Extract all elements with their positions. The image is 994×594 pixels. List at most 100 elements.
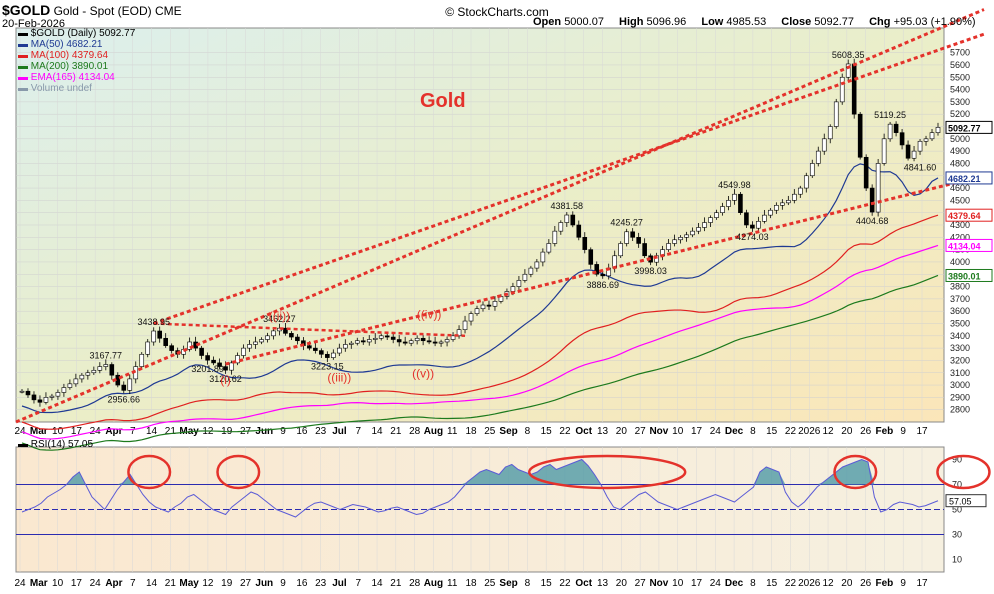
x-tick-label: Nov	[649, 426, 668, 437]
candles	[19, 58, 941, 407]
legend-ma200: ▬ MA(200) 3890.01	[18, 61, 109, 72]
candle-body	[594, 264, 600, 275]
candle-body	[121, 384, 127, 391]
price-tick-label: 3100	[950, 368, 970, 378]
candle-body	[768, 209, 773, 216]
candle-body	[678, 237, 683, 241]
candle-body	[738, 193, 743, 213]
x-tick-label: Oct	[575, 426, 592, 437]
rsi-tick-label: 70	[952, 480, 962, 490]
candle-body	[899, 132, 905, 146]
rsi-x-tick-label: Nov	[649, 578, 668, 589]
price-tick-label: 3800	[950, 282, 970, 292]
price-tick-label: 4800	[950, 158, 970, 168]
candle-body	[372, 337, 378, 340]
candle-body	[732, 193, 737, 201]
rsi-tick-label: 30	[952, 530, 962, 540]
x-tick-label: 21	[390, 426, 402, 437]
candle-body	[582, 237, 588, 250]
x-tick-label: 2026	[798, 426, 821, 437]
price-tick-label: 5200	[950, 109, 970, 119]
candle-body	[827, 126, 833, 140]
candle-body	[690, 230, 695, 236]
price-label: 5119.25	[874, 110, 906, 120]
price-tick-label: 4900	[950, 146, 970, 156]
candle-body	[396, 339, 402, 343]
candle-body	[492, 301, 498, 307]
value-tag-label: 4682.21	[948, 174, 981, 184]
candle-body	[923, 138, 929, 142]
x-tick-label: 20	[616, 426, 628, 437]
candle-body	[786, 200, 791, 204]
candle-body	[223, 366, 228, 371]
price-label: 4841.60	[904, 162, 937, 172]
price-tick-label: 3300	[950, 343, 970, 353]
x-tick-label: Aug	[424, 426, 443, 437]
rsi-x-tick-label: 28	[409, 578, 421, 589]
price-label: 2956.66	[108, 394, 141, 404]
ohlc-readout: Open 5000.07 High 5096.96 Low 4985.53 Cl…	[533, 16, 976, 28]
candle-body	[857, 113, 863, 158]
candle-body	[414, 337, 420, 342]
candle-body	[714, 212, 719, 218]
candle-body	[253, 341, 258, 345]
ma200-line	[21, 274, 939, 451]
x-tick-label: 22	[559, 426, 571, 437]
rsi-tick-label: 10	[952, 555, 962, 565]
rsi-x-tick-label: 21	[390, 578, 402, 589]
candle-body	[929, 132, 935, 140]
candle-body	[426, 340, 432, 343]
candle-body	[792, 193, 797, 201]
price-label: 3886.69	[586, 280, 619, 290]
rsi-x-tick-label: 10	[52, 578, 64, 589]
x-tick-label: 18	[465, 426, 477, 437]
high-value: 5096.96	[646, 16, 687, 28]
candle-body	[19, 390, 25, 393]
rsi-x-tick-label: 21	[165, 578, 177, 589]
price-tick-label: 5400	[950, 85, 970, 95]
chart-date: 20-Feb-2026	[2, 18, 65, 30]
rsi-x-tick-label: 11	[447, 578, 458, 589]
candle-body	[911, 150, 917, 159]
price-tick-label: 4600	[950, 183, 970, 193]
x-tick-label: 8	[750, 426, 756, 437]
legend-price: ▬ $GOLD (Daily) 5092.77	[18, 28, 136, 39]
candle-body	[642, 243, 647, 257]
x-tick-label: 15	[541, 426, 553, 437]
price-label: 3462.27	[263, 314, 296, 324]
rsi-x-tick-label: 8	[525, 578, 531, 589]
candle-body	[384, 335, 390, 338]
wave-label: ((ii))	[269, 309, 290, 323]
x-tick-label: Apr	[105, 426, 122, 437]
rsi-x-tick-label: 7	[355, 578, 361, 589]
x-tick-label: 24	[14, 426, 26, 437]
candle-body	[893, 123, 899, 133]
rsi-x-tick-label: 17	[691, 578, 703, 589]
candle-body	[456, 329, 462, 337]
candle-body	[546, 243, 552, 253]
candle-body	[390, 336, 396, 340]
candle-body	[684, 234, 689, 238]
rsi-line	[21, 458, 939, 518]
rsi-x-tick-label: Oct	[575, 578, 592, 589]
candle-body	[516, 280, 522, 287]
low-value: 4985.53	[726, 16, 767, 28]
rsi-x-tick-label: Dec	[725, 578, 744, 589]
rsi-x-tick-label: 8	[750, 578, 756, 589]
rsi-x-tick-label: 17	[916, 578, 928, 589]
candle-body	[702, 222, 707, 228]
candle-body	[157, 330, 162, 339]
candle-body	[720, 206, 725, 213]
price-label: 4549.98	[718, 180, 751, 190]
chart-main-title: Gold	[420, 90, 466, 112]
candle-body	[528, 267, 534, 275]
price-tick-label: 4000	[950, 257, 970, 267]
candle-body	[540, 251, 546, 263]
rsi-x-tick-label: 14	[371, 578, 383, 589]
candle-body	[750, 224, 755, 229]
candle-body	[325, 353, 330, 358]
legend-ma100: ▬ MA(100) 4379.64	[18, 50, 109, 61]
candle-body	[809, 163, 815, 177]
price-label: 3223.15	[311, 362, 344, 372]
price-tick-label: 5600	[950, 60, 970, 70]
